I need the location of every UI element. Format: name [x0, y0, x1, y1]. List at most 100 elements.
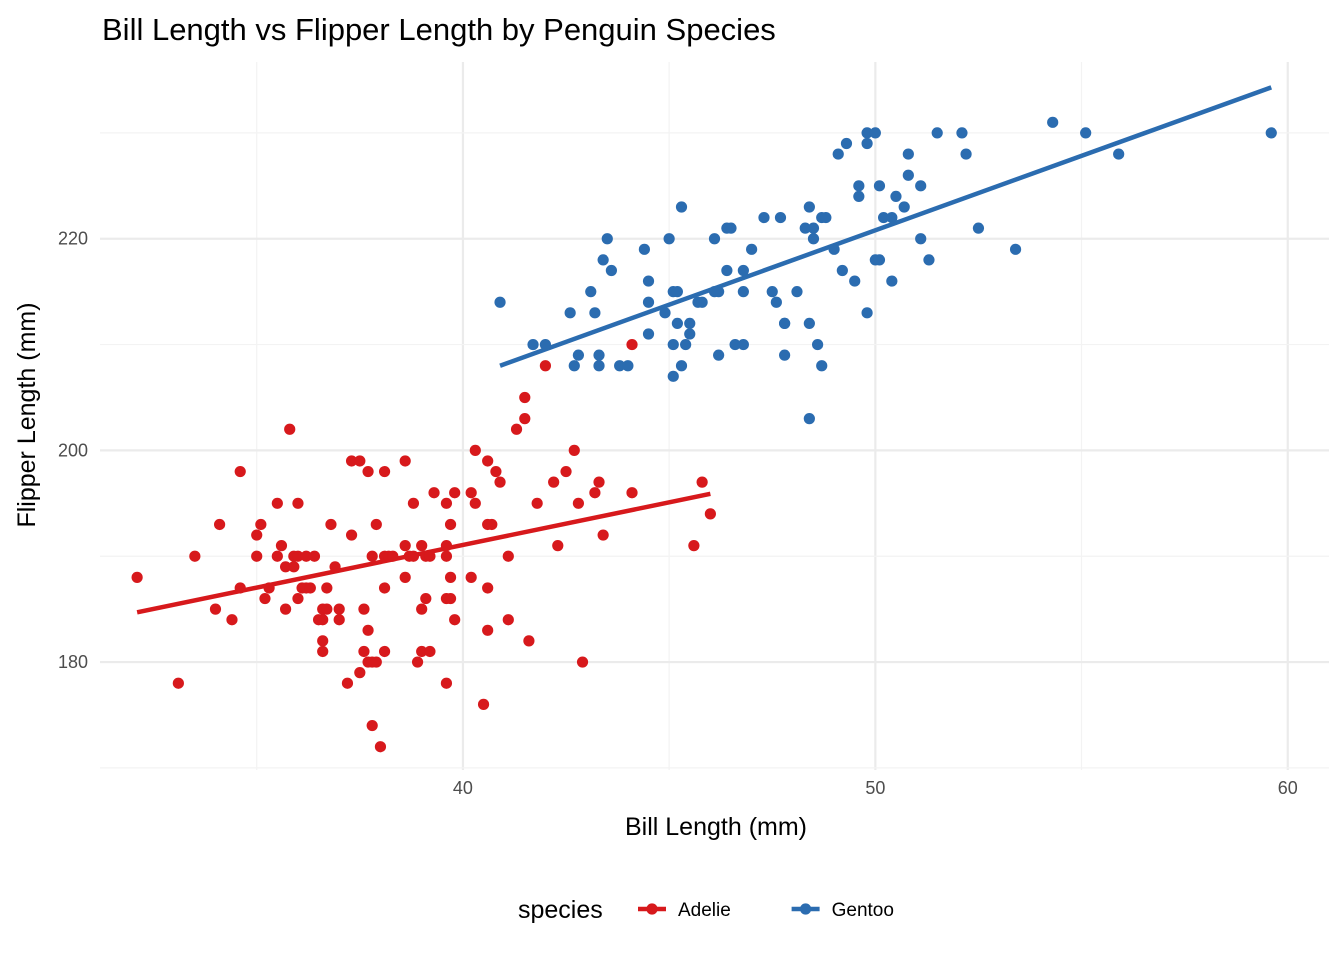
point-adelie	[399, 571, 411, 583]
point-adelie	[444, 571, 457, 583]
point-adelie	[358, 603, 370, 615]
point-adelie	[292, 497, 304, 509]
point-gentoo	[869, 127, 881, 139]
point-gentoo	[915, 233, 927, 245]
point-gentoo	[593, 360, 605, 372]
point-gentoo	[667, 370, 679, 382]
point-gentoo	[667, 338, 679, 351]
point-gentoo	[915, 180, 927, 192]
point-adelie	[172, 677, 184, 689]
point-adelie	[444, 518, 457, 531]
point-adelie	[263, 582, 275, 594]
point-gentoo	[671, 286, 683, 298]
point-adelie	[688, 540, 700, 552]
point-gentoo	[638, 243, 650, 255]
point-adelie	[407, 550, 420, 562]
data-points	[131, 116, 1277, 753]
point-adelie	[317, 645, 329, 658]
point-adelie	[292, 550, 304, 562]
point-gentoo	[684, 328, 696, 340]
point-gentoo	[593, 349, 605, 361]
point-adelie	[378, 465, 391, 478]
point-adelie	[366, 719, 378, 732]
point-adelie	[292, 592, 304, 605]
point-adelie	[321, 603, 333, 615]
point-gentoo	[642, 275, 655, 287]
point-gentoo	[708, 233, 721, 245]
point-adelie	[440, 677, 453, 689]
point-adelie	[329, 561, 341, 573]
point-adelie	[354, 667, 366, 679]
point-gentoo	[766, 286, 778, 298]
point-adelie	[531, 497, 543, 509]
point-adelie	[560, 465, 572, 478]
point-adelie	[444, 592, 457, 605]
point-adelie	[378, 582, 391, 594]
point-adelie	[209, 603, 222, 615]
point-adelie	[411, 656, 424, 668]
point-adelie	[420, 592, 432, 605]
point-gentoo	[861, 127, 873, 139]
y-tick-label: 180	[58, 652, 88, 672]
point-adelie	[626, 487, 638, 499]
legend-swatch-dot-adelie	[646, 903, 658, 915]
point-adelie	[234, 582, 246, 594]
point-adelie	[271, 550, 283, 562]
point-adelie	[259, 592, 271, 605]
point-gentoo	[642, 328, 655, 340]
point-gentoo	[663, 233, 675, 245]
point-adelie	[465, 571, 477, 583]
point-gentoo	[671, 317, 683, 329]
point-adelie	[449, 487, 461, 499]
point-gentoo	[853, 190, 865, 203]
x-axis-title: Bill Length (mm)	[625, 813, 807, 841]
point-adelie	[288, 561, 300, 573]
point-gentoo	[931, 127, 943, 139]
point-adelie	[370, 656, 382, 668]
point-adelie	[279, 603, 292, 615]
point-gentoo	[886, 275, 898, 287]
point-adelie	[416, 540, 428, 552]
point-gentoo	[840, 137, 853, 150]
point-gentoo	[568, 360, 580, 372]
point-gentoo	[605, 264, 617, 277]
point-gentoo	[779, 317, 791, 329]
point-adelie	[502, 550, 514, 562]
point-gentoo	[807, 222, 820, 234]
point-gentoo	[659, 307, 671, 319]
point-gentoo	[849, 275, 861, 287]
point-gentoo	[713, 349, 725, 361]
point-gentoo	[737, 264, 749, 277]
point-gentoo	[890, 190, 902, 203]
point-gentoo	[873, 180, 886, 192]
point-gentoo	[956, 127, 968, 139]
point-adelie	[416, 603, 428, 615]
point-adelie	[362, 465, 374, 478]
point-gentoo	[725, 222, 737, 234]
point-gentoo	[803, 201, 815, 213]
point-adelie	[333, 614, 345, 626]
x-tick-label: 40	[453, 778, 473, 798]
point-adelie	[696, 476, 708, 488]
point-adelie	[251, 529, 263, 541]
point-adelie	[279, 561, 292, 573]
point-gentoo	[960, 148, 972, 160]
legend-item-adelie: Adelie	[638, 900, 731, 921]
point-adelie	[440, 550, 453, 562]
point-gentoo	[816, 360, 828, 372]
y-axis-title: Flipper Length (mm)	[13, 302, 41, 527]
point-gentoo	[791, 286, 803, 298]
point-gentoo	[758, 211, 770, 224]
point-gentoo	[539, 338, 552, 351]
point-adelie	[345, 529, 358, 541]
point-adelie	[366, 550, 378, 562]
point-gentoo	[853, 180, 865, 192]
point-adelie	[131, 571, 143, 583]
point-gentoo	[1265, 127, 1277, 139]
point-adelie	[226, 614, 238, 626]
point-adelie	[300, 550, 312, 562]
point-adelie	[275, 540, 288, 552]
point-gentoo	[729, 338, 741, 351]
point-adelie	[387, 550, 399, 562]
point-adelie	[304, 582, 316, 594]
